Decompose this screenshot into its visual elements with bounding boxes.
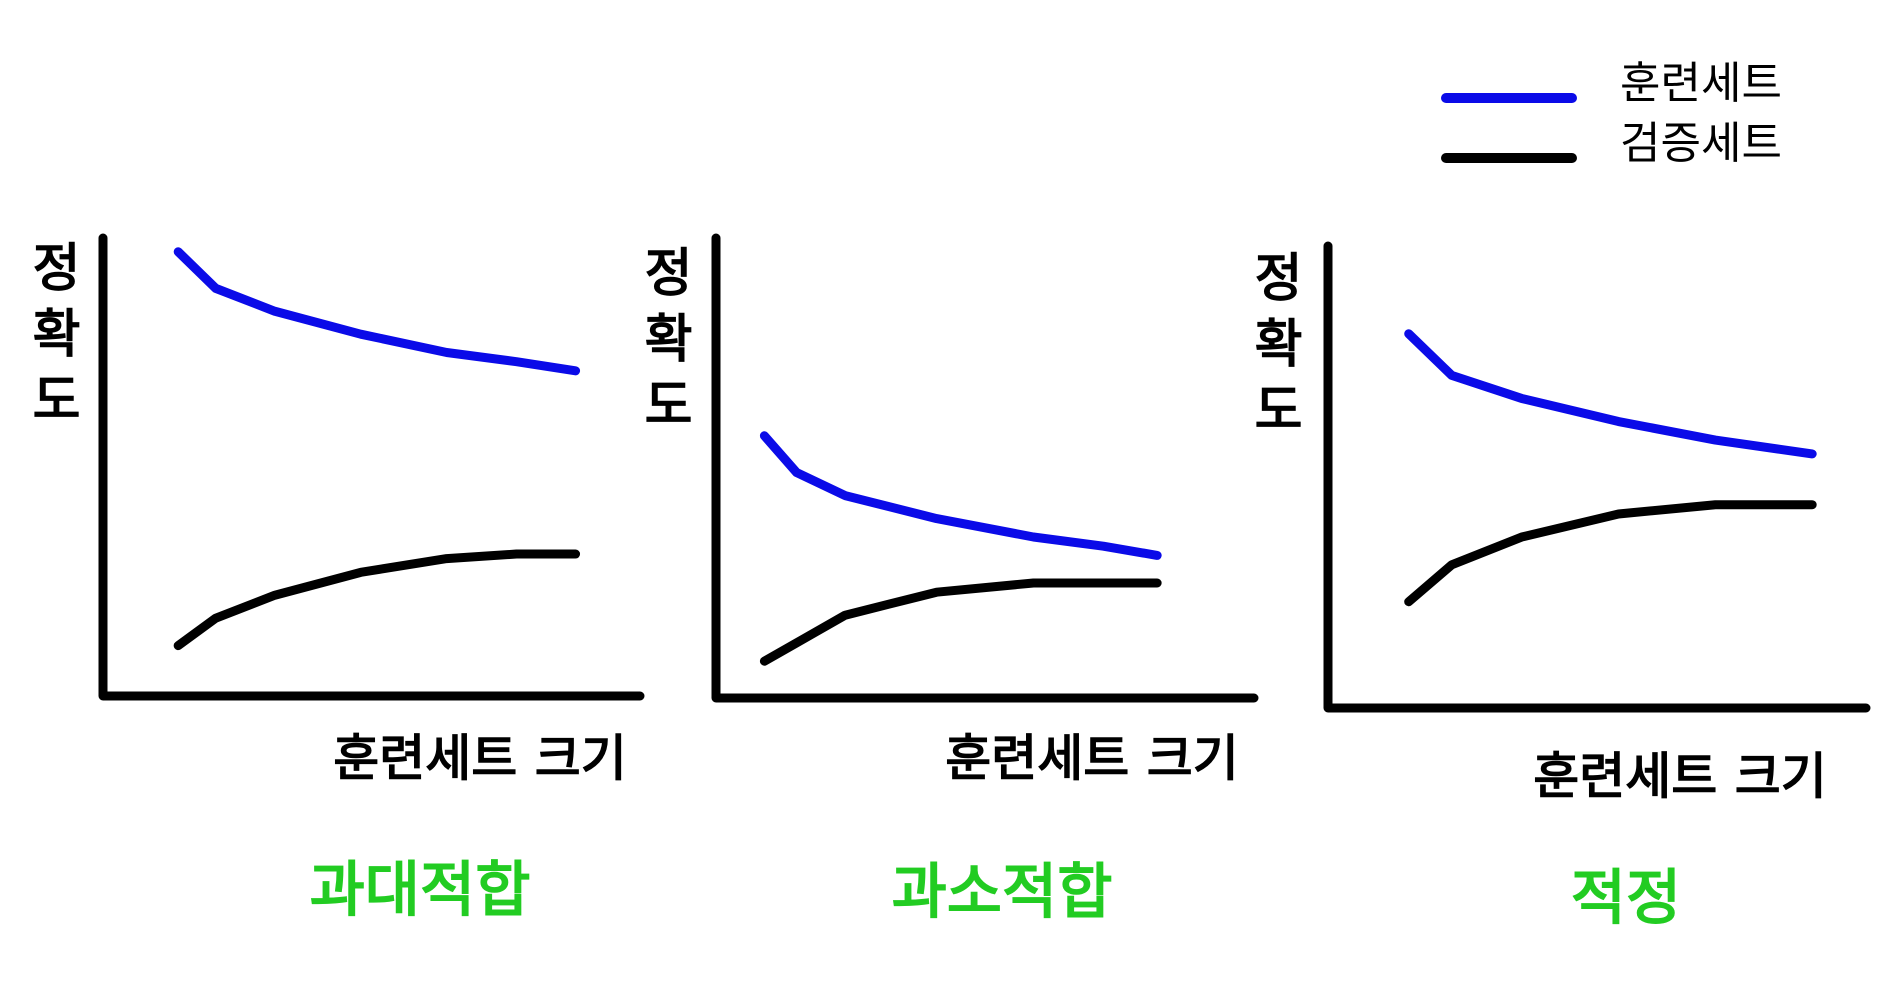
x-axis-label: 훈련세트 크기 [1533, 748, 1826, 806]
y-axis-label: 정확도 [1243, 250, 1303, 448]
series-line [173, 549, 581, 651]
y-axis-label: 정확도 [633, 245, 693, 443]
series-line [759, 431, 1162, 560]
x-axis-label: 훈련세트 크기 [333, 730, 626, 788]
legend-label: 훈련세트 [1620, 58, 1782, 109]
series-line [1404, 329, 1817, 459]
axes [98, 233, 645, 701]
chart-caption: 과소적합 [892, 858, 1113, 928]
axes [1323, 241, 1871, 713]
legend-label: 검증세트 [1620, 118, 1782, 169]
chart-caption: 과대적합 [310, 856, 531, 926]
x-axis-label: 훈련세트 크기 [945, 730, 1238, 788]
series-line [1404, 500, 1817, 607]
chart-caption: 적정 [1571, 864, 1681, 934]
axes [711, 233, 1259, 703]
y-axis-label: 정확도 [21, 240, 81, 438]
series-line [759, 578, 1162, 666]
series-line [173, 247, 581, 376]
